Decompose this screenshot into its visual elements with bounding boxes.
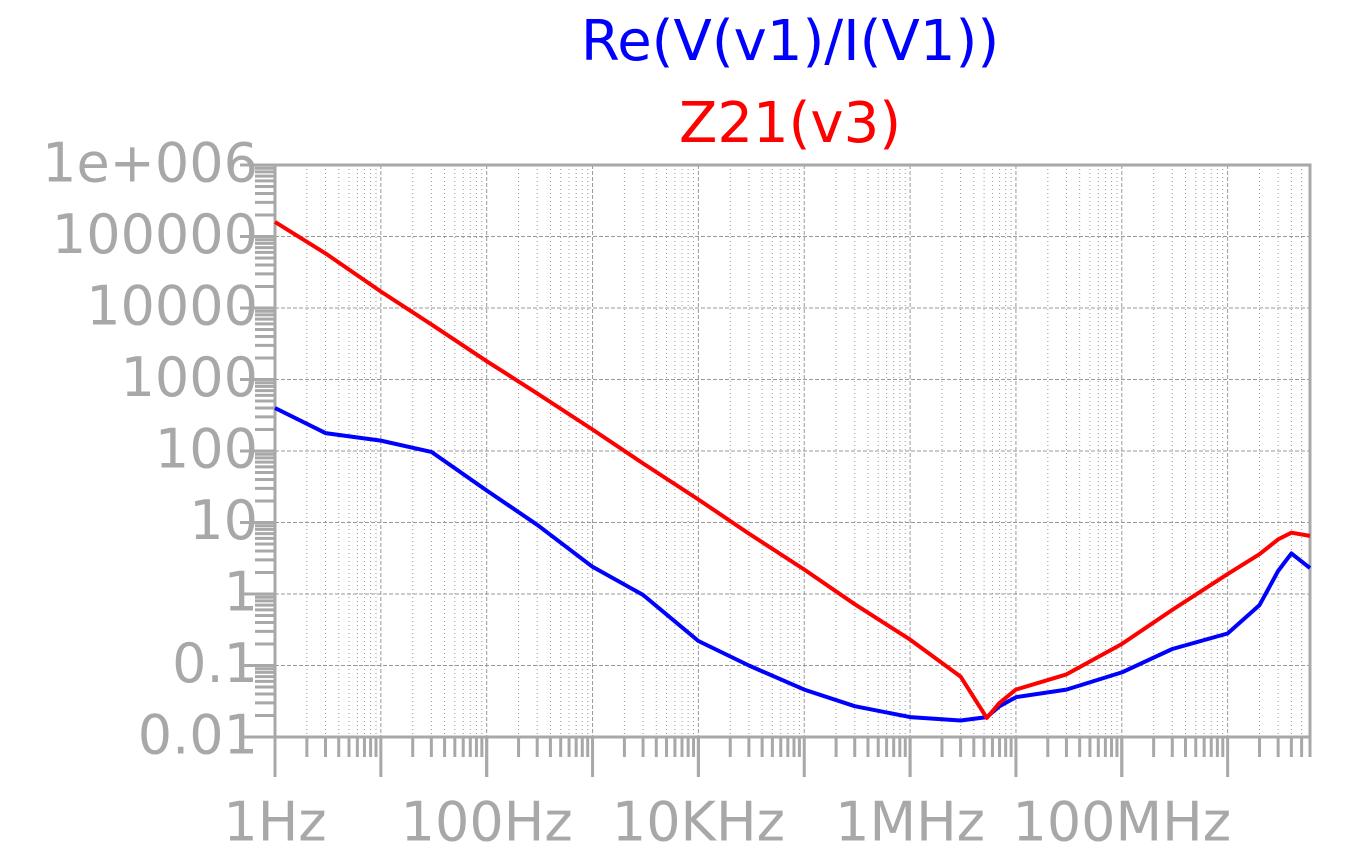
y-tick-label: 10000 [86,275,258,338]
y-tick-label: 1e+006 [42,132,258,195]
legend-entry: Z21(v3) [679,91,901,156]
x-tick-label: 10KHz [612,791,785,854]
y-tick-label: 100000 [52,203,258,266]
plot-frame [273,163,1312,739]
y-tick-label: 100 [155,418,258,481]
y-tick-label: 1 [224,561,258,624]
series-line [273,220,1311,720]
series-line [274,406,1312,723]
x-tick-label: 1MHz [835,791,985,854]
x-tick-label: 100Hz [401,791,573,854]
y-tick-label: 0.1 [172,632,258,695]
legend-entry: Re(V(v1)/I(V1)) [581,9,999,74]
y-tick-label: 10 [189,489,258,552]
x-tick-label: 100MHz [1012,791,1231,854]
y-tick-label: 0.01 [138,704,258,767]
y-tick-label: 1000 [121,346,258,409]
x-tick-label: 1Hz [223,791,326,854]
